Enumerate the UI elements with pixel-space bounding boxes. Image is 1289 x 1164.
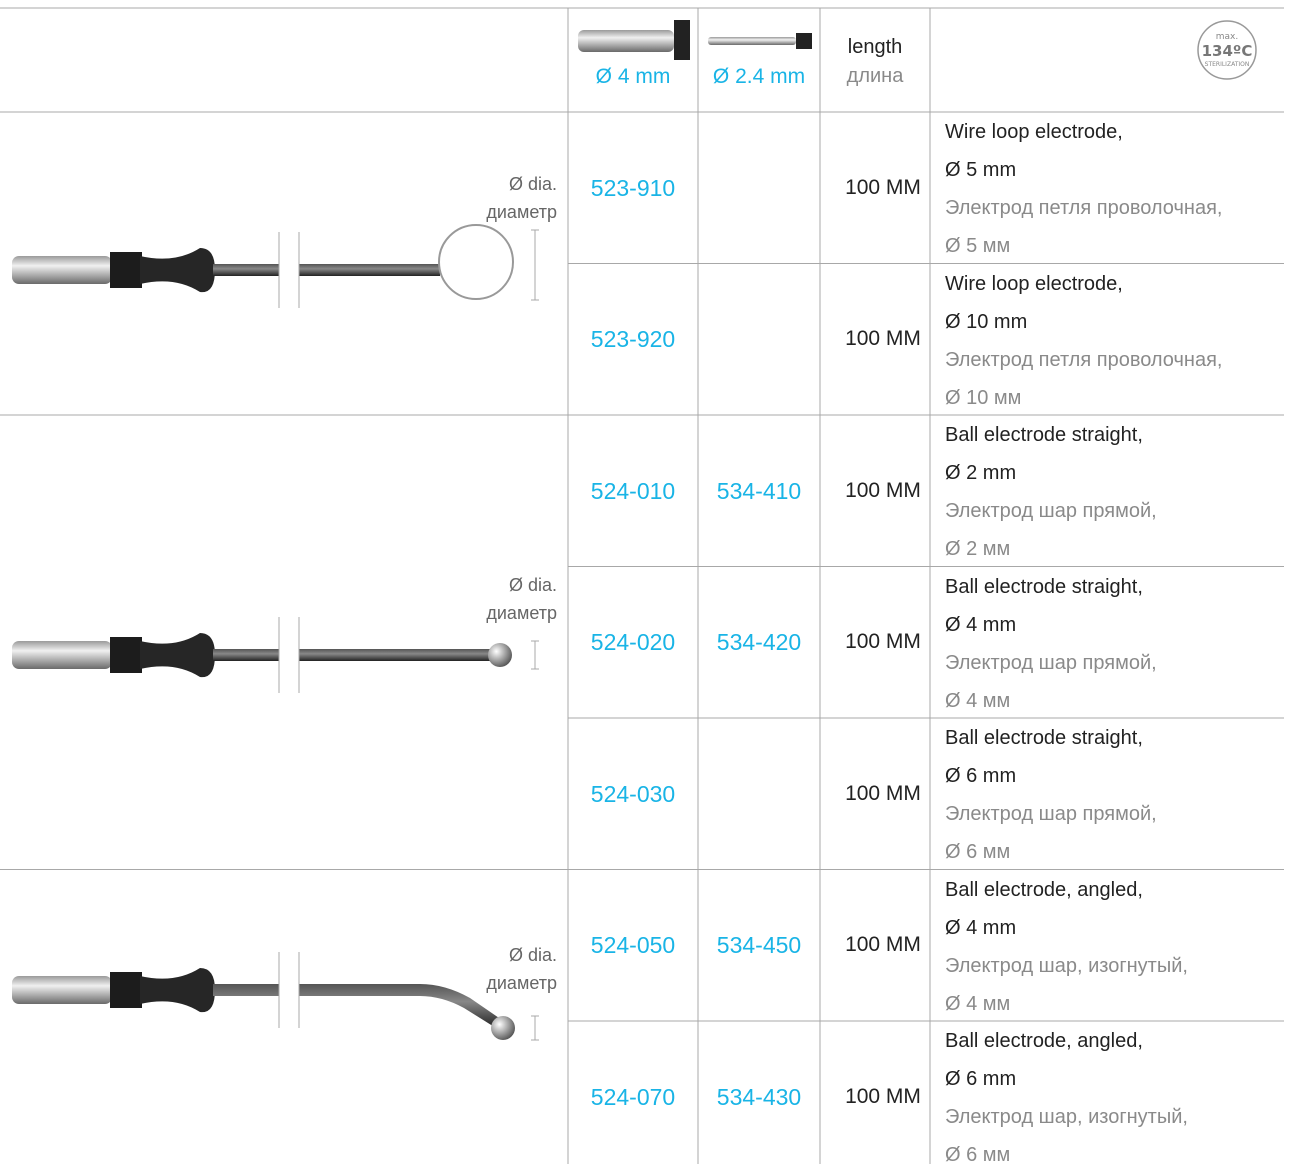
dia-label: Ø dia. — [508, 575, 557, 595]
description-ru: Электрод шар, изогнутый, — [945, 954, 1188, 977]
electrode-plug — [12, 976, 112, 1004]
header-plug-2-4mm — [708, 33, 812, 49]
description-en: Ball electrode straight, — [945, 424, 1143, 446]
description-en: Ball electrode straight, — [945, 727, 1143, 749]
header-4mm: Ø 4 mm — [595, 65, 671, 88]
description-en: Ø 4 mm — [945, 916, 1017, 939]
shaft-break — [279, 980, 299, 1000]
description-en: Ball electrode straight, — [945, 575, 1143, 598]
description-en: Ø 2 mm — [945, 462, 1017, 484]
description-ru: Ø 2 мм — [945, 538, 1011, 560]
header-2-4mm: Ø 2.4 mm — [712, 65, 806, 88]
electrode-shaft — [213, 649, 490, 661]
code-4mm: 524-020 — [590, 629, 676, 656]
code-2-4mm: 534-420 — [716, 629, 802, 656]
description-ru: Электрод шар прямой, — [945, 651, 1157, 674]
electrode-plug — [12, 641, 112, 669]
code-2-4mm: 534-430 — [716, 1083, 802, 1110]
length: 100 MM — [845, 175, 921, 199]
description-en: Ø 6 mm — [945, 765, 1017, 787]
length: 100 MM — [845, 781, 921, 805]
electrode-plug — [12, 256, 112, 284]
code-4mm: 523-910 — [590, 174, 676, 201]
electrode-ball — [491, 1016, 515, 1040]
description-ru: Ø 4 мм — [945, 992, 1011, 1015]
dia-label: Ø dia. — [508, 174, 557, 194]
badge-bottom: STERILIZATION — [1205, 61, 1250, 68]
sterilization-badge — [1197, 20, 1257, 80]
electrode-loop — [438, 224, 514, 300]
code-2-4mm: 534-410 — [716, 477, 802, 504]
badge-temp: 134ºC — [1202, 42, 1253, 60]
description-ru: Ø 5 мм — [945, 235, 1011, 257]
header-length-ru: длина — [846, 65, 904, 87]
description-ru: Электрод петля проволочная, — [945, 197, 1223, 219]
length: 100 MM — [845, 630, 921, 654]
length: 100 MM — [845, 327, 921, 351]
shaft-break — [279, 260, 299, 280]
code-2-4mm: 534-450 — [716, 932, 802, 959]
code-4mm: 523-920 — [590, 326, 676, 353]
length: 100 MM — [845, 933, 921, 957]
description-en: Wire loop electrode, — [945, 121, 1123, 143]
description-ru: Электрод шар прямой, — [945, 500, 1157, 522]
description-en: Ball electrode, angled, — [945, 1030, 1143, 1052]
length: 100 MM — [845, 478, 921, 502]
description-ru: Ø 10 мм — [945, 386, 1022, 409]
shaft-break — [279, 645, 299, 665]
description-en: Wire loop electrode, — [945, 272, 1123, 295]
electrode-ball — [488, 643, 512, 667]
electrode-grip — [140, 968, 215, 1013]
dia-label-ru: диаметр — [486, 603, 557, 623]
code-4mm: 524-070 — [590, 1083, 676, 1110]
description-en: Ø 10 mm — [945, 310, 1028, 333]
electrode-nut — [110, 972, 142, 1008]
electrode-nut — [110, 637, 142, 673]
code-4mm: 524-030 — [590, 780, 676, 807]
description-en: Ø 4 mm — [945, 613, 1017, 636]
electrode-shaft — [213, 984, 502, 1028]
code-4mm: 524-010 — [590, 477, 676, 504]
description-ru: Электрод шар прямой, — [945, 803, 1157, 825]
header-length: length — [847, 36, 903, 58]
length: 100 MM — [845, 1084, 921, 1108]
badge-top: max. — [1216, 32, 1238, 42]
description-en: Ø 6 mm — [945, 1068, 1017, 1090]
description-ru: Электрод шар, изогнутый, — [945, 1106, 1188, 1128]
dia-label: Ø dia. — [508, 945, 557, 965]
electrode-grip — [140, 633, 215, 678]
description-ru: Ø 6 мм — [945, 1144, 1011, 1164]
description-ru: Электрод петля проволочная, — [945, 348, 1223, 371]
dia-label-ru: диаметр — [486, 202, 557, 222]
description-en: Ø 5 mm — [945, 159, 1017, 181]
header-plug-4mm — [578, 20, 690, 60]
electrode-shaft — [213, 264, 440, 276]
description-en: Ball electrode, angled, — [945, 878, 1143, 901]
dia-label-ru: диаметр — [486, 973, 557, 993]
electrode-nut — [110, 252, 142, 288]
description-ru: Ø 6 мм — [945, 841, 1011, 863]
electrode-grip — [140, 248, 215, 293]
description-ru: Ø 4 мм — [945, 689, 1011, 712]
code-4mm: 524-050 — [590, 932, 676, 959]
